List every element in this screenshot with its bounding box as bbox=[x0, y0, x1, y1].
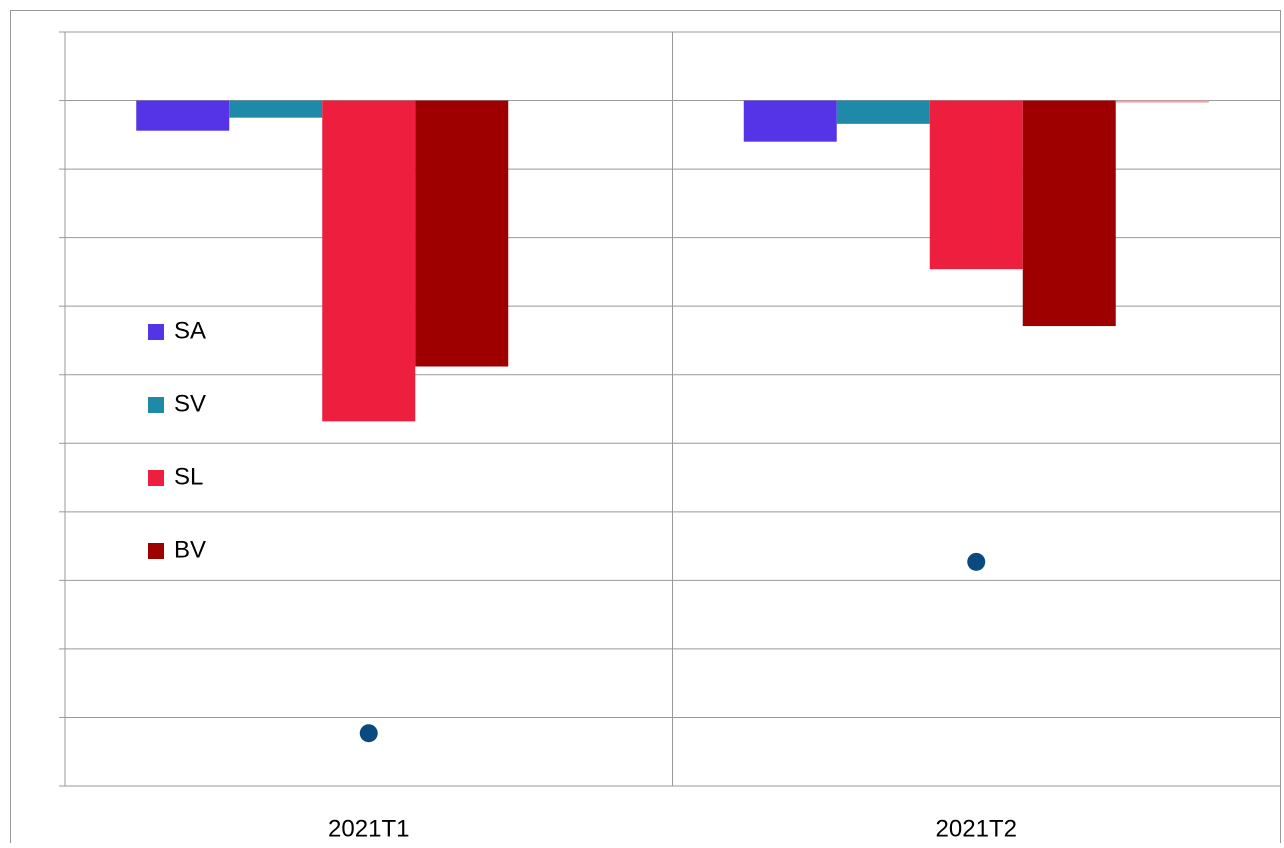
point bbox=[359, 724, 378, 743]
x-tick-label: 2021T1 bbox=[328, 815, 409, 842]
x-tick-label: 2021T2 bbox=[936, 815, 1017, 842]
bar bbox=[1022, 100, 1116, 327]
bar bbox=[136, 100, 230, 131]
legend-swatch bbox=[148, 470, 164, 486]
bar bbox=[836, 100, 930, 124]
legend-label: BV bbox=[174, 536, 206, 563]
legend-swatch bbox=[148, 543, 164, 559]
legend-swatch bbox=[148, 397, 164, 413]
legend-swatch bbox=[148, 324, 164, 340]
bar bbox=[322, 100, 416, 422]
chart-frame bbox=[10, 10, 1281, 848]
bar bbox=[1115, 100, 1209, 103]
legend-label: SV bbox=[174, 390, 206, 417]
bar bbox=[415, 100, 509, 367]
bar bbox=[229, 100, 323, 118]
bar bbox=[929, 100, 1023, 270]
legend-label: SL bbox=[174, 463, 203, 490]
bar bbox=[743, 100, 837, 142]
legend-label: SA bbox=[174, 317, 206, 344]
point bbox=[967, 552, 986, 571]
